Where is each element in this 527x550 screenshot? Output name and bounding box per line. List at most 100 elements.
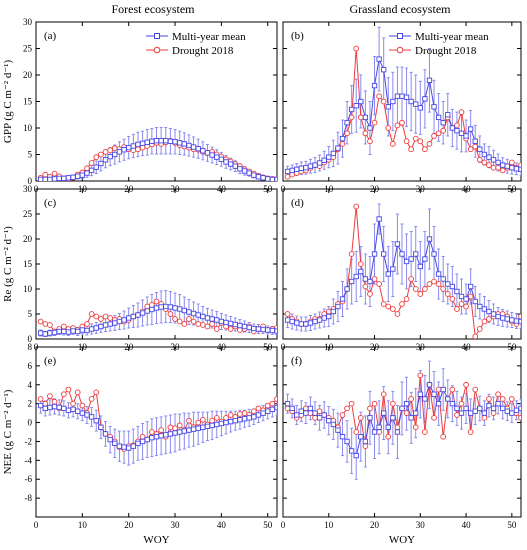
drought-point bbox=[362, 283, 369, 290]
mean-point bbox=[399, 93, 405, 99]
drought-point bbox=[167, 311, 174, 317]
drought-point bbox=[385, 125, 392, 131]
mean-point bbox=[84, 327, 90, 334]
drought-point bbox=[190, 318, 197, 325]
mean-point bbox=[195, 146, 201, 152]
y-tick-label: 10 bbox=[23, 123, 33, 133]
drought-point bbox=[408, 276, 415, 282]
mean-point bbox=[274, 328, 277, 334]
mean-point bbox=[93, 164, 99, 170]
mean-point bbox=[126, 144, 132, 151]
plot-frame bbox=[282, 346, 522, 518]
mean-point bbox=[495, 159, 501, 166]
mean-point bbox=[200, 424, 206, 430]
plot-area bbox=[284, 360, 521, 480]
drought-point bbox=[37, 318, 44, 325]
x-tick-label: 40 bbox=[462, 520, 472, 530]
mean-point bbox=[214, 154, 220, 160]
mean-point bbox=[112, 320, 118, 326]
mean-point bbox=[79, 327, 85, 333]
mean-point bbox=[321, 412, 327, 418]
mean-point bbox=[326, 418, 332, 424]
mean-point bbox=[298, 321, 304, 327]
mean-point bbox=[353, 103, 359, 109]
mean-point bbox=[163, 138, 169, 144]
plot-area bbox=[284, 203, 521, 339]
mean-point bbox=[385, 424, 391, 430]
mean-point bbox=[504, 408, 510, 414]
mean-point bbox=[269, 406, 276, 412]
mean-point bbox=[413, 101, 419, 107]
plot-frame bbox=[35, 21, 278, 182]
mean-point bbox=[316, 160, 323, 166]
drought-point bbox=[42, 400, 49, 407]
drought-point bbox=[181, 321, 188, 327]
drought-point bbox=[312, 414, 318, 421]
mean-point bbox=[481, 410, 488, 416]
legend: Multi-year mean Drought 2018 bbox=[389, 31, 489, 57]
drought-point bbox=[481, 318, 488, 325]
mean-point bbox=[513, 166, 520, 172]
drought-point bbox=[357, 261, 364, 267]
mean-point bbox=[167, 138, 174, 144]
drought-point bbox=[70, 400, 76, 407]
y-tick-label: 8 bbox=[28, 342, 33, 352]
mean-point bbox=[417, 263, 423, 270]
mean-point bbox=[228, 418, 234, 425]
mean-point bbox=[417, 105, 423, 111]
drought-point bbox=[274, 396, 277, 402]
mean-point bbox=[130, 143, 136, 149]
y-tick-label: 20 bbox=[23, 70, 33, 80]
y-tick-label: 2 bbox=[28, 399, 33, 409]
drought-point bbox=[339, 412, 346, 418]
mean-point bbox=[362, 114, 369, 121]
mean-point bbox=[307, 320, 314, 326]
mean-point bbox=[500, 405, 506, 412]
panel-label: (b) bbox=[291, 30, 304, 42]
drought-point bbox=[199, 416, 206, 423]
drought-point bbox=[367, 138, 373, 145]
x-tick-label: 20 bbox=[124, 520, 134, 530]
mean-point bbox=[241, 416, 248, 422]
mean-point bbox=[518, 318, 521, 325]
y-tick-label: 5 bbox=[28, 150, 33, 160]
drought-point bbox=[495, 391, 501, 398]
mean-point bbox=[107, 436, 113, 443]
mean-point bbox=[149, 306, 155, 313]
mean-point bbox=[181, 307, 187, 314]
mean-point bbox=[371, 251, 378, 257]
mean-point bbox=[440, 386, 446, 393]
drought-point bbox=[227, 412, 234, 418]
drought-point bbox=[209, 417, 215, 424]
mean-point bbox=[107, 153, 113, 160]
mean-point bbox=[468, 410, 474, 416]
mean-point bbox=[339, 135, 346, 142]
drought-point bbox=[467, 293, 474, 300]
x-tick-label: 50 bbox=[507, 520, 517, 530]
mean-point bbox=[445, 396, 451, 402]
mean-point bbox=[495, 313, 501, 320]
mean-point bbox=[504, 163, 510, 169]
mean-point bbox=[56, 404, 62, 411]
y-tick-label: -4 bbox=[25, 455, 33, 465]
legend: Multi-year mean Drought 2018 bbox=[146, 31, 246, 57]
drought-point bbox=[357, 114, 364, 121]
mean-point bbox=[307, 405, 314, 412]
drought-point bbox=[195, 321, 202, 327]
drought-point bbox=[199, 322, 206, 328]
mean-point bbox=[472, 408, 478, 414]
mean-point bbox=[463, 133, 469, 139]
mean-point bbox=[472, 298, 478, 305]
mean-point bbox=[294, 320, 300, 326]
mean-point bbox=[481, 151, 488, 158]
mean-point bbox=[298, 408, 304, 414]
mean-point bbox=[504, 316, 510, 322]
mean-point bbox=[431, 251, 437, 257]
mean-point bbox=[153, 305, 160, 311]
drought-point bbox=[371, 119, 378, 126]
mean-point bbox=[84, 412, 90, 418]
mean-point bbox=[130, 313, 136, 320]
mean-point bbox=[246, 324, 252, 331]
mean-point bbox=[468, 283, 474, 290]
mean-point bbox=[454, 127, 460, 134]
